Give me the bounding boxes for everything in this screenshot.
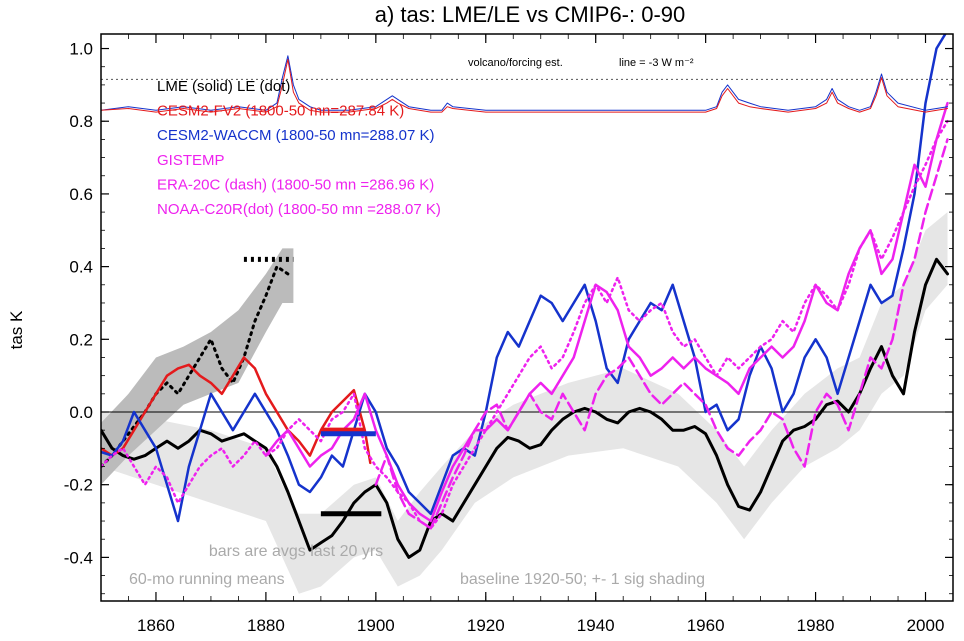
series-line-gistemp: [264, 101, 949, 523]
y-tick-label: 0.8: [69, 112, 93, 131]
legend-entry: CESM2-FV2 (1800-50 mn=287.84 K): [157, 103, 404, 120]
plot-frame: [100, 33, 954, 602]
legend: LME (solid) LE (dot) CESM2-FV2 (1800-50 m…: [157, 78, 441, 218]
x-tick-label: 1860: [137, 616, 175, 635]
y-tick-label: -0.4: [64, 548, 93, 567]
x-tick-label: 1900: [357, 616, 395, 635]
x-tick-label: 1980: [797, 616, 835, 635]
band-le-ensemble-spread: [101, 248, 294, 485]
y-tick-label: 0.4: [69, 258, 93, 277]
x-tick-label: 1940: [577, 616, 615, 635]
y-tick-label: -0.2: [64, 476, 93, 495]
series-line-era-20c: [374, 138, 949, 530]
legend-entry: NOAA-C20R(dot) (1800-50 mn =288.07 K): [157, 201, 441, 218]
x-tick-label: 1960: [687, 616, 725, 635]
chart-title: a) tas: LME/LE vs CMIP6-: 0-90: [375, 2, 686, 27]
legend-entry: CESM2-WACCM (1800-50 mn=288.07 K): [157, 127, 434, 144]
y-tick-label: 0.6: [69, 185, 93, 204]
legend-entry: LME (solid) LE (dot): [157, 78, 290, 95]
baseline-note: baseline 1920-50; +- 1 sig shading: [460, 571, 705, 588]
legend-entry: ERA-20C (dash) (1800-50 mn =286.96 K): [157, 176, 434, 193]
series-line-le-dot-: [101, 265, 290, 468]
y-axis-label: tas K: [7, 310, 26, 349]
x-tick-label: 2000: [907, 616, 945, 635]
y-tick-label: 0.2: [69, 330, 93, 349]
y-tick-label: 0.0: [69, 403, 93, 422]
axes: -0.4 -0.2 0.0 0.2 0.4 0.6 0.8 1.0 1860 1880 1900 19…: [64, 33, 954, 635]
plot-area: [101, 34, 953, 594]
series-line-cesm2-fv2: [101, 356, 372, 465]
series-line-volcanic-forcing-cmip6: [101, 58, 948, 113]
series-line-lme-solid-: [101, 257, 949, 559]
y-tick-label: 1.0: [69, 40, 93, 59]
volcano-note-right: line = -3 W m⁻²: [619, 57, 694, 69]
series-line-volcanic-forcing-lme: [101, 55, 948, 111]
average-bars: [243, 256, 382, 517]
x-tick-label: 1920: [467, 616, 505, 635]
legend-entry: GISTEMP: [157, 152, 225, 169]
bars-note: bars are avgs last 20 yrs: [209, 543, 383, 560]
series-line-cesm2-waccm: [101, 34, 947, 523]
volcano-note-left: volcano/forcing est.: [468, 57, 563, 69]
x-tick-label: 1880: [247, 616, 285, 635]
series-line-noaa-c20r: [101, 119, 949, 530]
running-mean-note: 60-mo running means: [129, 571, 285, 588]
